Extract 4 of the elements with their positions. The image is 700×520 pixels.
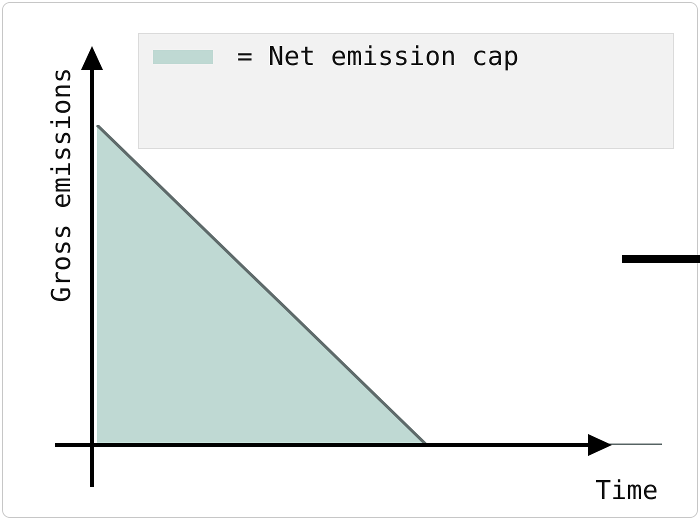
x-axis-title: Time [595, 476, 658, 506]
legend-label: = Net emission cap [237, 42, 519, 72]
y-axis-title: Gross emissions [47, 68, 77, 302]
legend-box: = Net emission cap [138, 33, 674, 149]
